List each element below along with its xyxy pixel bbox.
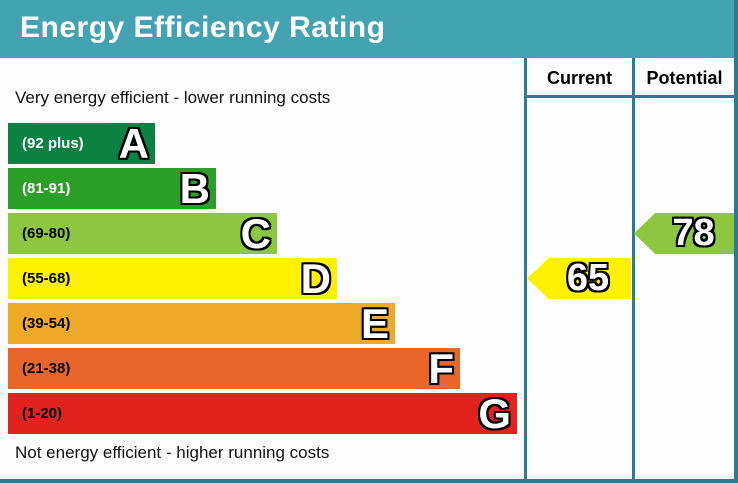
band-letter: E [360, 300, 389, 347]
top-note: Very energy efficient - lower running co… [15, 88, 331, 107]
band-letter: D [300, 255, 331, 302]
band-c: (69-80) C [8, 210, 277, 257]
band-range: (81-91) [22, 180, 71, 197]
band-b: (81-91) B [8, 165, 216, 212]
current-rating-arrow: 65 [527, 258, 631, 299]
band-a: (92 plus) A [8, 120, 155, 167]
band-letter: A [118, 120, 149, 167]
band-g: (1-20) G [8, 390, 517, 437]
current-column-left-divider [524, 58, 527, 479]
band-letter: B [179, 165, 210, 212]
potential-column-header: Potential [646, 68, 723, 88]
band-f: (21-38) F [8, 345, 460, 392]
potential-rating-arrow: 78 [634, 212, 734, 254]
title-banner: Energy Efficiency Rating [0, 0, 734, 58]
band-range: (92 plus) [22, 135, 84, 152]
band-letter: F [428, 345, 454, 392]
bottom-note: Not energy efficient - higher running co… [15, 443, 330, 462]
band-e: (39-54) E [8, 300, 395, 347]
band-range: (39-54) [22, 315, 71, 332]
band-range: (1-20) [22, 405, 63, 422]
potential-column-left-divider [632, 58, 635, 479]
column-header-underline [524, 95, 734, 98]
band-d: (55-68) D [8, 255, 337, 302]
band-letter: C [240, 210, 271, 257]
band-range: (55-68) [22, 270, 71, 287]
current-column-header: Current [546, 68, 612, 88]
potential-rating-value: 78 [672, 212, 715, 254]
band-range: (21-38) [22, 360, 71, 377]
band-letter: G [478, 390, 511, 437]
page-title: Energy Efficiency Rating [20, 11, 386, 44]
current-rating-value: 65 [566, 257, 610, 299]
band-range: (69-80) [22, 225, 71, 242]
